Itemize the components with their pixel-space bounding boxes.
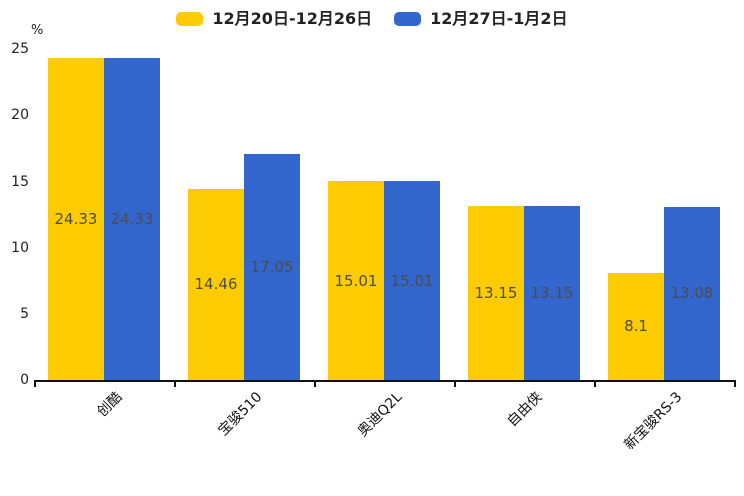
legend-swatch-icon bbox=[394, 12, 422, 26]
bar-value-label: 13.08 bbox=[670, 284, 714, 303]
legend-label: 12月20日-12月26日 bbox=[212, 9, 373, 28]
bar-series1-cat0 bbox=[104, 58, 160, 380]
x-axis-tick-mark bbox=[594, 380, 596, 387]
bar-value-label: 24.33 bbox=[110, 210, 154, 229]
bar-value-label: 8.1 bbox=[624, 317, 648, 336]
bar-value-label: 13.15 bbox=[474, 283, 518, 302]
bar-series0-cat1 bbox=[188, 188, 244, 380]
y-axis-tick-label: 0 bbox=[20, 372, 29, 388]
bar-value-label: 15.01 bbox=[334, 271, 378, 290]
x-axis-label: 新宝骏RS-3 bbox=[621, 389, 686, 454]
bar-series0-cat2 bbox=[328, 181, 384, 380]
x-axis-tick-mark bbox=[314, 380, 316, 387]
bar-series1-cat1 bbox=[244, 154, 300, 380]
bar-value-label: 14.46 bbox=[194, 275, 238, 294]
y-axis-tick-label: 20 bbox=[11, 107, 29, 124]
bar-series0-cat3 bbox=[468, 205, 524, 380]
bar-series1-cat3 bbox=[524, 205, 580, 380]
x-axis-label: 自由侠 bbox=[504, 389, 546, 431]
bar-series1-cat2 bbox=[384, 181, 440, 380]
y-axis-tick-label: 25 bbox=[11, 41, 29, 58]
x-axis-label: 创酷 bbox=[94, 389, 126, 421]
x-axis-tick-mark bbox=[454, 380, 456, 387]
bar-series0-cat0 bbox=[48, 58, 104, 380]
y-axis-tick-label: 10 bbox=[11, 239, 29, 256]
bar-series0-cat4 bbox=[608, 272, 664, 380]
x-axis-tick-mark bbox=[734, 380, 736, 387]
x-axis-label: 宝骏510 bbox=[215, 389, 266, 440]
legend-item-series0[interactable]: 12月20日-12月26日 bbox=[176, 8, 372, 30]
x-axis-label: 奥迪Q2L bbox=[354, 389, 406, 440]
bar-series1-cat4 bbox=[664, 206, 720, 380]
x-axis-tick-mark bbox=[34, 380, 36, 387]
x-axis-tick-mark bbox=[174, 380, 176, 387]
bar-value-label: 17.05 bbox=[250, 258, 294, 277]
x-axis-line bbox=[34, 380, 736, 382]
chart-legend: 12月20日-12月26日 12月27日-1月2日 bbox=[0, 8, 744, 30]
bar-value-label: 15.01 bbox=[390, 271, 434, 290]
y-axis-tick-label: 5 bbox=[20, 305, 29, 322]
bar-value-label: 24.33 bbox=[54, 210, 98, 229]
legend-swatch-icon bbox=[176, 12, 204, 26]
legend-item-series1[interactable]: 12月27日-1月2日 bbox=[394, 8, 568, 30]
y-axis-tick-label: 15 bbox=[11, 173, 29, 190]
bar-value-label: 13.15 bbox=[530, 283, 574, 302]
legend-label: 12月27日-1月2日 bbox=[430, 9, 568, 28]
y-axis-unit-label: % bbox=[31, 23, 44, 38]
